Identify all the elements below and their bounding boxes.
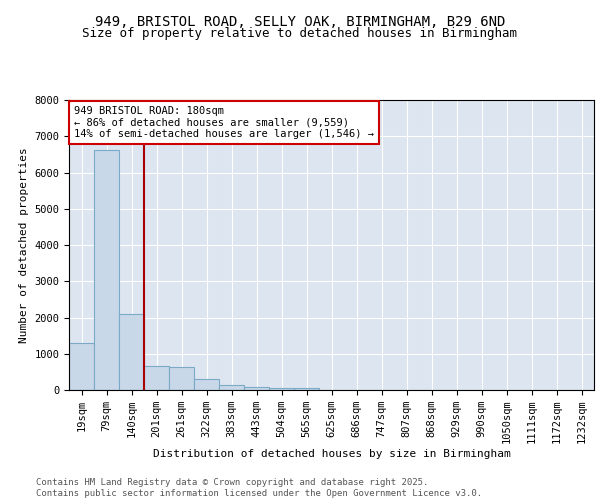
Bar bbox=[194, 380, 219, 390]
Bar bbox=[269, 388, 294, 390]
Text: 949, BRISTOL ROAD, SELLY OAK, BIRMINGHAM, B29 6ND: 949, BRISTOL ROAD, SELLY OAK, BIRMINGHAM… bbox=[95, 15, 505, 29]
Y-axis label: Number of detached properties: Number of detached properties bbox=[19, 147, 29, 343]
Bar bbox=[144, 366, 169, 390]
Text: Contains HM Land Registry data © Crown copyright and database right 2025.
Contai: Contains HM Land Registry data © Crown c… bbox=[36, 478, 482, 498]
X-axis label: Distribution of detached houses by size in Birmingham: Distribution of detached houses by size … bbox=[152, 449, 511, 459]
Text: 949 BRISTOL ROAD: 180sqm
← 86% of detached houses are smaller (9,559)
14% of sem: 949 BRISTOL ROAD: 180sqm ← 86% of detach… bbox=[74, 106, 374, 139]
Text: Size of property relative to detached houses in Birmingham: Size of property relative to detached ho… bbox=[83, 28, 517, 40]
Bar bbox=[119, 314, 144, 390]
Bar bbox=[294, 388, 319, 390]
Bar bbox=[169, 367, 194, 390]
Bar bbox=[219, 384, 244, 390]
Bar bbox=[69, 342, 94, 390]
Bar bbox=[94, 150, 119, 390]
Bar bbox=[244, 386, 269, 390]
